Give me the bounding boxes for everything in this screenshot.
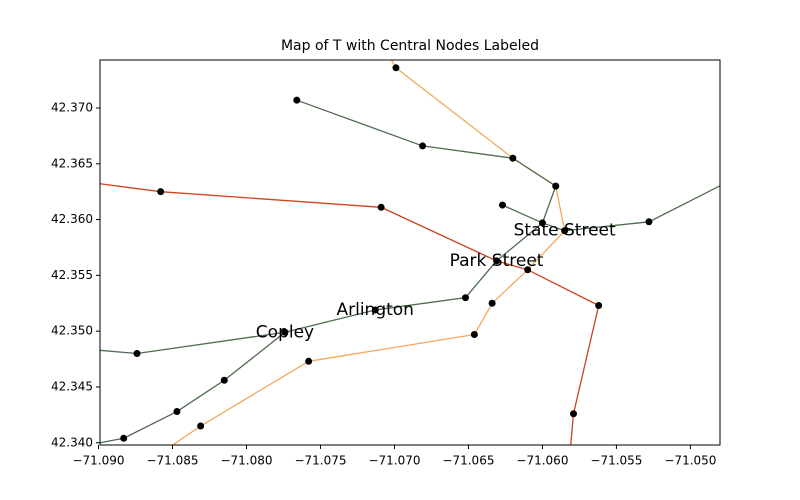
node (552, 182, 560, 190)
y-tick-label: 42.340 (51, 435, 93, 449)
node (524, 266, 532, 274)
x-tick-label: −71.090 (72, 454, 124, 468)
node (173, 408, 181, 416)
node (570, 410, 578, 418)
y-tick-label: 42.370 (51, 100, 93, 114)
node-label: Copley (256, 322, 314, 342)
node (488, 299, 496, 307)
node (157, 188, 165, 196)
node (509, 154, 517, 162)
edge-line (171, 60, 566, 445)
node (645, 218, 653, 226)
node-label: State Street (514, 221, 616, 241)
x-tick-label: −71.075 (294, 454, 346, 468)
node (293, 96, 301, 104)
x-tick-label: −71.070 (368, 454, 420, 468)
node (220, 376, 228, 384)
node (419, 142, 427, 150)
x-tick-label: −71.065 (442, 454, 494, 468)
y-tick-label: 42.365 (51, 156, 93, 170)
node (498, 201, 506, 209)
node (595, 302, 603, 310)
x-tick-label: −71.085 (146, 454, 198, 468)
node (470, 331, 478, 339)
node (305, 357, 313, 365)
node (281, 328, 289, 336)
y-tick-label: 42.360 (51, 212, 93, 226)
plot-area (100, 60, 720, 445)
node (493, 257, 501, 265)
edge-line (100, 183, 600, 445)
y-tick-label: 42.355 (51, 268, 93, 282)
axes-frame (99, 59, 721, 446)
y-tick-label: 42.350 (51, 324, 93, 338)
edge-line (100, 331, 286, 444)
x-tick-label: −71.055 (590, 454, 642, 468)
node-label: Park Street (450, 251, 544, 271)
node (392, 64, 400, 72)
node-label: Arlington (336, 300, 413, 320)
chart-title: Map of T with Central Nodes Labeled (281, 38, 539, 54)
x-tick-label: −71.080 (220, 454, 272, 468)
node (377, 203, 385, 211)
node (197, 422, 205, 430)
node (561, 227, 569, 235)
node (120, 434, 128, 442)
y-tick-label: 42.345 (51, 379, 93, 393)
x-tick-label: −71.050 (664, 454, 716, 468)
node (461, 294, 469, 302)
x-tick-label: −71.060 (516, 454, 568, 468)
node (371, 306, 379, 314)
node (538, 219, 546, 227)
node (133, 349, 141, 357)
